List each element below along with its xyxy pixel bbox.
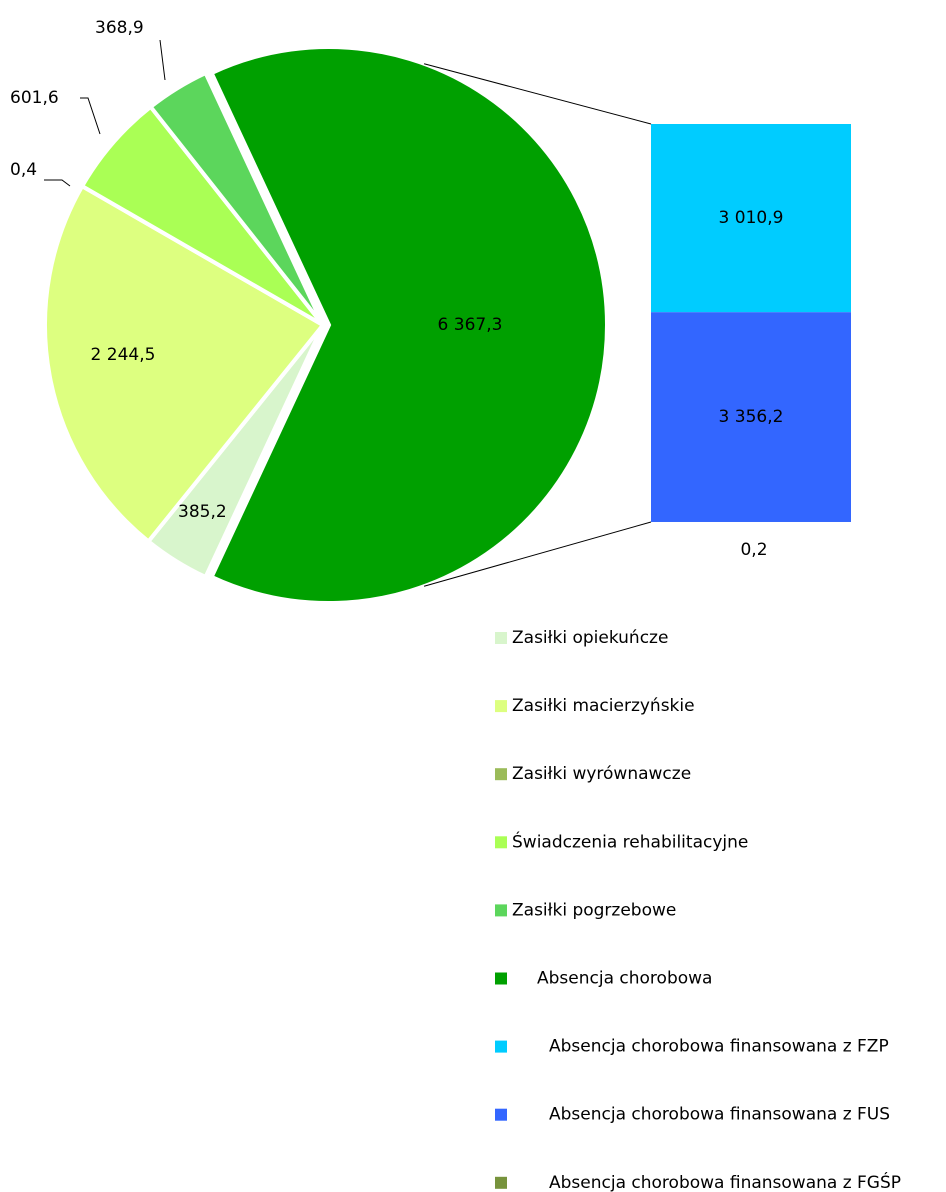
connector-line: [423, 63, 652, 125]
legend-label: Absencja chorobowa: [537, 969, 712, 989]
data-label: 0,4: [10, 160, 37, 180]
legend-label: Zasiłki wyrównawcze: [512, 764, 691, 784]
bar-segment: [651, 312, 851, 522]
legend-swatch: [495, 1108, 507, 1121]
legend-label: Zasiłki macierzyńskie: [512, 696, 695, 716]
legend-swatch: [495, 904, 507, 917]
pie-slice: [147, 70, 325, 327]
data-label: 385,2: [178, 502, 227, 522]
connector-line: [423, 521, 652, 587]
legend-swatch: [495, 700, 507, 713]
data-label: 3 010,9: [719, 208, 784, 228]
data-label: 2 244,5: [91, 345, 156, 365]
legend-swatch: [495, 972, 507, 985]
data-label: 6 367,3: [438, 315, 503, 335]
legend-swatch: [495, 836, 507, 849]
legend-label: Zasiłki opiekuńcze: [512, 628, 668, 648]
leader-line: [159, 39, 166, 81]
legend-label: Absencja chorobowa finansowana z FZP: [549, 1037, 889, 1057]
bar-segment: [651, 124, 851, 313]
data-label: 3 356,2: [719, 407, 784, 427]
legend-label: Świadczenia rehabilitacyjne: [512, 830, 748, 852]
leader-line: [44, 179, 71, 187]
data-label: 601,6: [10, 88, 59, 108]
pie-slice: [208, 45, 609, 605]
data-label: 368,9: [95, 18, 144, 38]
legend-swatch: [495, 1040, 507, 1053]
legend-swatch: [495, 632, 507, 644]
legend-label: Absencja chorobowa finansowana z FUS: [549, 1105, 890, 1125]
legend-swatch: [495, 1176, 507, 1189]
data-label: 0,2: [740, 540, 767, 560]
leader-line: [80, 97, 101, 135]
legend-label: Zasiłki pogrzebowe: [512, 900, 676, 920]
legend-swatch: [495, 768, 507, 781]
legend-label: Absencja chorobowa finansowana z FGŚP: [549, 1171, 901, 1192]
pie-slice: [43, 183, 327, 545]
